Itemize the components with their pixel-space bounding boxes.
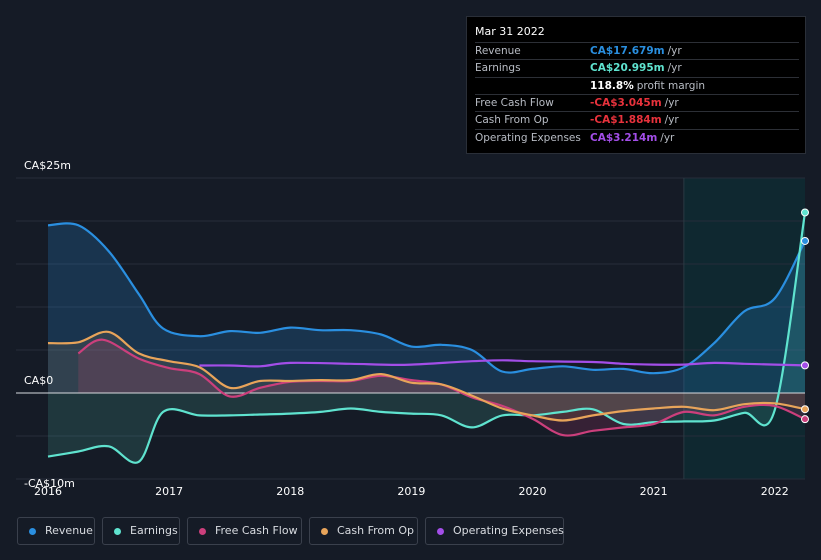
tooltip-row-value: -CA$1.884m/yr: [590, 114, 679, 127]
legend-label: Operating Expenses: [453, 524, 564, 537]
legend-item-cash-from-op[interactable]: Cash From Op: [309, 517, 418, 545]
tooltip-row-label: Cash From Op: [475, 114, 549, 127]
x-tick-label: 2016: [34, 485, 62, 498]
legend-label: Revenue: [45, 524, 93, 537]
tooltip-row-unit: /yr: [660, 131, 675, 144]
legend-label: Free Cash Flow: [215, 524, 298, 537]
tooltip-row-label: Free Cash Flow: [475, 96, 554, 109]
legend-item-earnings[interactable]: Earnings: [102, 517, 180, 545]
tooltip-row-unit: /yr: [664, 96, 679, 109]
tooltip-row-unit: /yr: [667, 45, 682, 57]
legend-item-revenue[interactable]: Revenue: [17, 517, 95, 545]
y-tick-label: -CA$10m: [24, 477, 75, 490]
line-revenue: [47, 222, 806, 375]
y-tick-label: CA$25m: [24, 159, 71, 172]
tooltip-row-unit: /yr: [664, 114, 679, 127]
tooltip-date: Mar 31 2022: [475, 25, 545, 38]
legend-dot-icon: [114, 528, 121, 535]
x-tick-label: 2019: [397, 485, 425, 498]
legend-dot-icon: [199, 528, 206, 535]
tooltip-row: Free Cash Flow -CA$3.045m/yr: [475, 93, 799, 112]
line-operating-expenses: [199, 359, 806, 368]
line-earnings: [47, 212, 807, 464]
tooltip-row: Revenue CA$17.679m/yr: [475, 42, 799, 60]
tooltip-row: 118.8% profit margin: [475, 76, 799, 95]
area-cash-from-op: [48, 331, 805, 421]
tooltip-row: Operating Expenses CA$3.214m/yr: [475, 128, 799, 147]
tooltip-row-unit: /yr: [667, 62, 682, 75]
area-revenue: [48, 223, 805, 393]
legend-item-operating-expenses[interactable]: Operating Expenses: [425, 517, 564, 545]
chart-area: CA$25m CA$0 -CA$10m 2016 2017 2018 2019 2020 20…: [16, 159, 809, 498]
tooltip-row: Cash From Op -CA$1.884m/yr: [475, 111, 799, 129]
x-tick-label: 2018: [276, 485, 304, 498]
tooltip-row-unit: profit margin: [636, 79, 706, 92]
endpoint-cash-from-op: [801, 405, 809, 414]
endpoint-revenue: [801, 236, 809, 245]
legend-label: Earnings: [130, 524, 178, 537]
tooltip-row-value: CA$17.679m/yr: [590, 45, 682, 57]
endpoint-free-cash-flow: [801, 415, 809, 424]
legend-dot-icon: [29, 528, 36, 535]
legend-dot-icon: [321, 528, 328, 535]
tooltip-row-label: Revenue: [475, 45, 521, 57]
endpoint-operating-expenses: [801, 361, 809, 370]
endpoint-earnings: [801, 208, 809, 217]
tooltip-panel: Mar 31 2022 Revenue CA$17.679m/yr Earnings…: [466, 16, 806, 154]
line-cash-from-op: [47, 330, 806, 422]
tooltip-row-value: 118.8% profit margin: [590, 79, 706, 92]
tooltip-row-label: Operating Expenses: [475, 131, 581, 144]
x-tick-label: 2017: [155, 485, 183, 498]
legend-label: Cash From Op: [337, 524, 415, 537]
tooltip-row-label: Earnings: [475, 62, 521, 75]
tooltip-row-value: CA$3.214m/yr: [590, 131, 675, 144]
legend-item-free-cash-flow[interactable]: Free Cash Flow: [187, 517, 302, 545]
x-tick-label: 2021: [640, 485, 668, 498]
y-tick-label: CA$0: [24, 374, 53, 387]
x-tick-label: 2022: [761, 485, 789, 498]
area-earnings: [48, 212, 805, 463]
x-tick-label: 2020: [518, 485, 546, 498]
tooltip-row-value: CA$20.995m/yr: [590, 62, 682, 75]
legend-dot-icon: [437, 528, 444, 535]
tooltip-row: Earnings CA$20.995m/yr: [475, 59, 799, 77]
forecast-shade: [683, 178, 805, 479]
tooltip-row-value: -CA$3.045m/yr: [590, 96, 679, 109]
